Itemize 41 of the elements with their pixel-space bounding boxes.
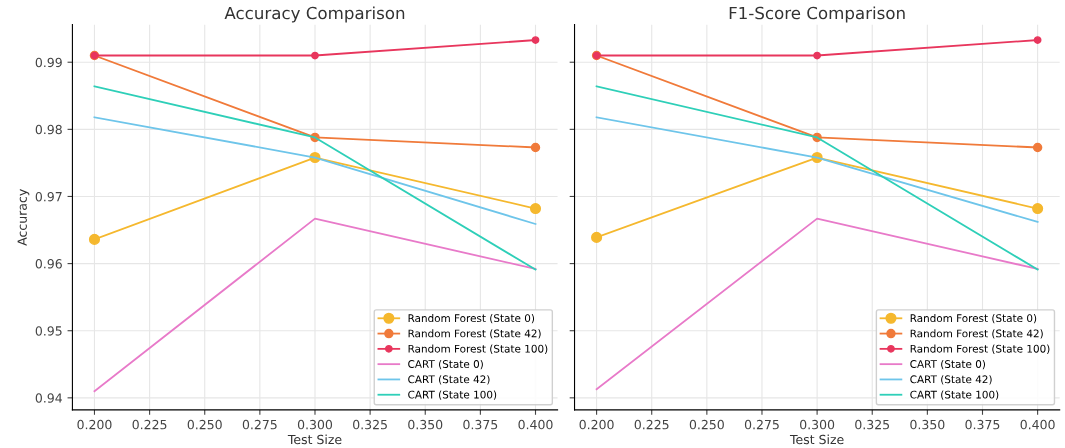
chart-title: F1-Score Comparison [729,6,905,23]
x-tick-label: 0.200 [579,419,614,430]
x-tick-label: 0.325 [855,419,890,430]
x-tick-label: 0.375 [965,419,1000,430]
x-tick-label: 0.275 [242,419,277,430]
y-tick-label: 0.95 [35,326,62,336]
x-axis-title: Test Size [789,434,844,445]
legend-label: Random Forest (State 42) [910,329,1043,339]
legend-label: CART (State 42) [408,375,490,385]
x-tick-label: 0.400 [1020,419,1055,430]
legend-label: Random Forest (State 0) [910,314,1037,324]
x-tick-label: 0.250 [187,419,222,430]
y-tick-label: 0.96 [35,259,62,269]
y-tick-label: 0.94 [35,393,62,403]
y-axis-title: Accuracy [17,189,30,246]
legend-label: Random Forest (State 100) [408,344,548,354]
legend-label: Random Forest (State 42) [408,329,541,339]
x-tick-label: 0.275 [744,419,779,430]
legend-label: Random Forest (State 100) [910,344,1050,354]
x-tick-label: 0.250 [689,419,724,430]
legend-label: CART (State 100) [910,390,999,400]
legend-label: CART (State 42) [910,375,992,385]
x-tick-label: 0.225 [634,419,669,430]
legend-label: Random Forest (State 0) [408,314,535,324]
legend-label: CART (State 0) [910,359,986,370]
x-tick-label: 0.225 [132,419,167,430]
x-axis-title: Test Size [287,434,342,445]
y-tick-label: 0.98 [35,124,62,135]
x-tick-label: 0.350 [408,419,443,430]
legend-label: CART (State 0) [408,359,483,370]
x-tick-label: 0.400 [518,419,553,430]
x-tick-label: 0.325 [353,419,387,430]
y-tick-label: 0.99 [35,57,62,68]
x-tick-label: 0.300 [800,419,835,430]
legend-label: CART (State 100) [408,390,497,400]
x-tick-label: 0.375 [463,419,498,430]
x-tick-label: 0.350 [910,419,945,430]
y-tick-label: 0.97 [35,191,62,202]
chart-title: Accuracy Comparison [224,6,405,23]
x-tick-label: 0.200 [77,419,112,430]
x-tick-label: 0.300 [297,419,333,430]
